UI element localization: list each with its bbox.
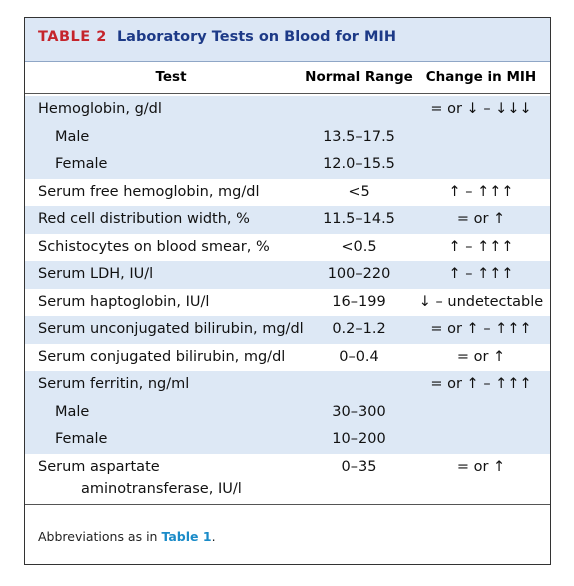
change: = or ↑ <box>456 348 506 365</box>
test-name: Serum LDH, IU/l <box>38 266 154 282</box>
header-cell: Normal Range <box>305 69 413 85</box>
footnote-text: . <box>211 529 216 544</box>
table-box: TABLE 2 Laboratory Tests on Blood for MI… <box>24 17 551 565</box>
test-name: Schistocytes on blood smear, % <box>38 238 270 255</box>
table-title: Laboratory Tests on Blood for MIH <box>116 29 396 45</box>
table-label: TABLE 2 <box>38 29 107 45</box>
test-name: Male <box>55 403 90 420</box>
row-background <box>25 343 550 371</box>
test-name: Serum free hemoglobin, mg/dl <box>38 183 260 200</box>
normal-range: 11.5–14.5 <box>323 211 395 227</box>
change: = or ↑ <box>456 458 506 475</box>
row-background <box>25 453 550 509</box>
change: ↑ – ↑↑↑ <box>448 238 514 255</box>
row-background <box>25 96 550 179</box>
row-background <box>25 316 550 344</box>
test-name: Serum unconjugated bilirubin, mg/dl <box>38 321 304 337</box>
test-name: Serum ferritin, ng/ml <box>38 376 190 392</box>
change: ↑ – ↑↑↑ <box>448 266 514 282</box>
title: TABLE 2 Laboratory Tests on Blood for MI… <box>38 29 396 45</box>
test-name: Serum haptoglobin, IU/l <box>38 293 210 310</box>
change: = or ↑ <box>456 211 506 227</box>
row-background <box>25 206 550 234</box>
test-name: Serum conjugated bilirubin, mg/dl <box>38 348 286 365</box>
test-name: Male <box>55 128 90 145</box>
normal-range: 12.0–15.5 <box>323 156 395 172</box>
change: ↓ – undetectable <box>418 293 544 310</box>
normal-range: 13.5–17.5 <box>323 128 395 145</box>
test-name: aminotransferase, IU/l <box>81 480 242 497</box>
normal-range: 16–199 <box>332 293 386 310</box>
test-name: Female <box>55 156 108 172</box>
test-name: Red cell distribution width, % <box>38 211 250 227</box>
row-background <box>25 261 550 289</box>
normal-range: <0.5 <box>341 238 377 255</box>
normal-range: 10–200 <box>332 431 386 447</box>
row-background <box>25 288 550 316</box>
normal-range: 100–220 <box>327 266 391 282</box>
header-cell: Test <box>155 69 187 85</box>
footer-rule <box>25 504 550 505</box>
change: = or ↑ – ↑↑↑ <box>430 321 532 337</box>
title-band <box>25 18 550 62</box>
test-name: Female <box>55 431 108 447</box>
change: = or ↓ – ↓↓↓ <box>430 101 532 117</box>
normal-range: 30–300 <box>332 403 386 420</box>
change: = or ↑ – ↑↑↑ <box>430 376 532 392</box>
row-background <box>25 371 550 454</box>
normal-range: 0–0.4 <box>339 348 379 365</box>
normal-range: 0.2–1.2 <box>332 321 386 337</box>
normal-range: 0–35 <box>341 458 377 475</box>
header-rule <box>25 93 550 94</box>
row-background <box>25 178 550 206</box>
normal-range: <5 <box>348 183 370 200</box>
row-background <box>25 233 550 261</box>
change: ↑ – ↑↑↑ <box>448 183 514 200</box>
test-name: Hemoglobin, g/dl <box>38 101 162 117</box>
footnote: Abbreviations as in Table 1. <box>38 529 216 544</box>
header-cell: Change in MIH <box>425 69 537 85</box>
test-name: Serum aspartate <box>38 458 160 475</box>
footnote-link[interactable]: Table 1 <box>161 529 212 544</box>
footnote-text: Abbreviations as in <box>38 529 162 544</box>
